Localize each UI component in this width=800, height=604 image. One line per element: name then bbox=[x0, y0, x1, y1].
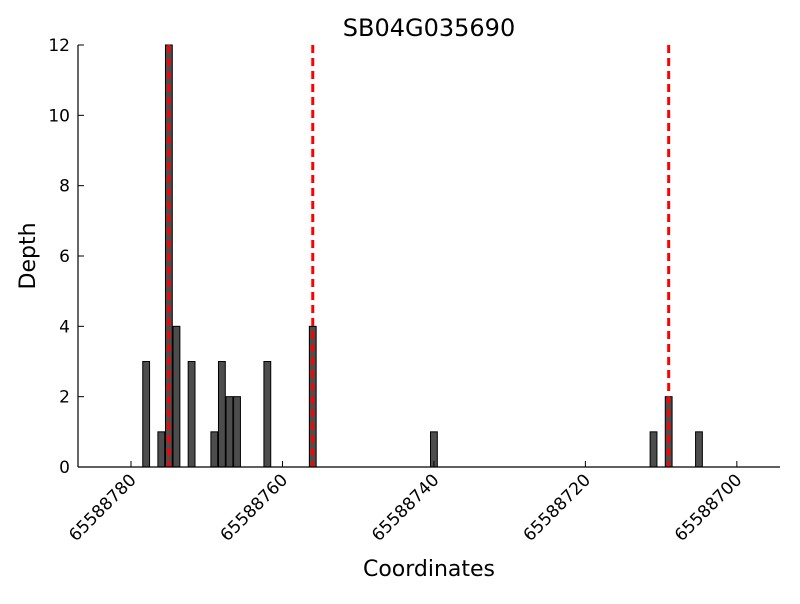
bar bbox=[225, 396, 234, 468]
bar bbox=[217, 361, 226, 468]
y-tick-label: 10 bbox=[48, 106, 70, 126]
x-tick-label: 65588720 bbox=[520, 470, 595, 545]
y-tick-label: 2 bbox=[59, 388, 70, 408]
bar bbox=[649, 431, 658, 468]
bar bbox=[187, 361, 196, 468]
y-tick-label: 4 bbox=[59, 317, 70, 337]
x-tick-label: 65588740 bbox=[368, 470, 443, 545]
bar bbox=[695, 431, 703, 468]
chart-title: SB04G035690 bbox=[343, 14, 515, 42]
x-axis-label: Coordinates bbox=[363, 557, 495, 582]
y-tick-label: 12 bbox=[48, 36, 70, 56]
y-axis-label: Depth bbox=[16, 222, 41, 289]
bar bbox=[233, 396, 241, 468]
y-tick-label: 0 bbox=[59, 458, 70, 478]
bar bbox=[664, 396, 673, 468]
bar bbox=[172, 325, 181, 468]
x-tick-label: 65588780 bbox=[65, 470, 140, 545]
bar bbox=[142, 361, 151, 468]
y-tick-label: 6 bbox=[59, 247, 70, 267]
bar bbox=[210, 431, 219, 468]
x-tick-label: 65588700 bbox=[671, 470, 746, 545]
x-tick-label: 65588760 bbox=[217, 470, 292, 545]
bar bbox=[263, 361, 272, 468]
bar bbox=[157, 431, 166, 468]
y-tick-label: 8 bbox=[59, 177, 70, 197]
